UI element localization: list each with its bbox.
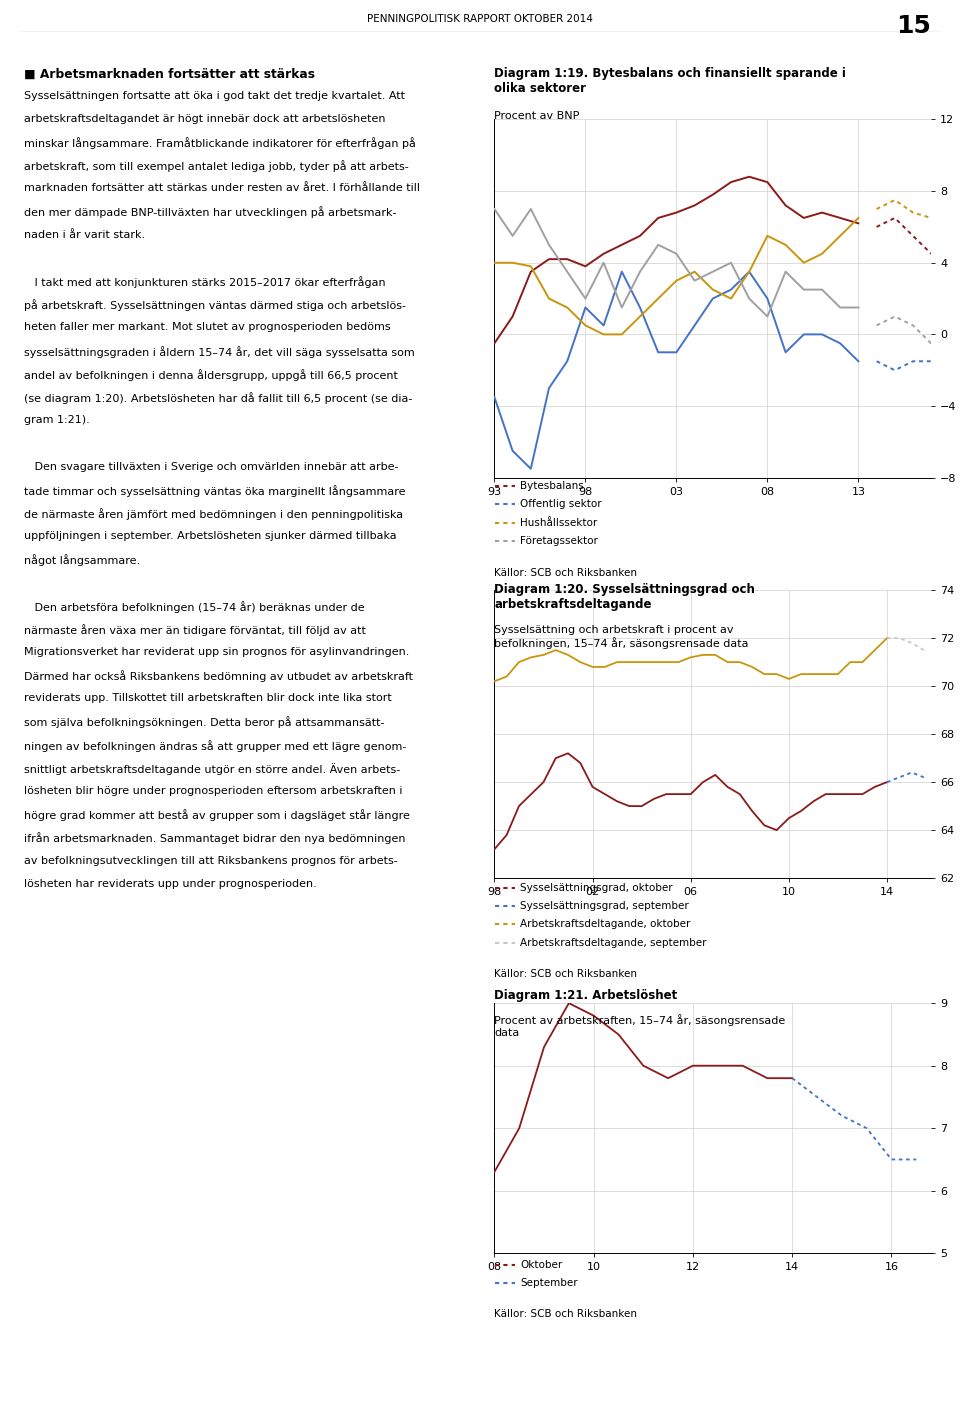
Text: Offentlig sektor: Offentlig sektor bbox=[520, 499, 602, 510]
Text: snittligt arbetskraftsdeltagande utgör en större andel. Även arbets-: snittligt arbetskraftsdeltagande utgör e… bbox=[24, 763, 400, 774]
Text: den mer dämpade BNP-tillväxten har utvecklingen på arbetsmark-: den mer dämpade BNP-tillväxten har utvec… bbox=[24, 207, 396, 218]
Text: Oktober: Oktober bbox=[520, 1259, 563, 1270]
Text: uppföljningen i september. Arbetslösheten sjunker därmed tillbaka: uppföljningen i september. Arbetslöshete… bbox=[24, 531, 396, 541]
Text: Hushållssektor: Hushållssektor bbox=[520, 517, 597, 528]
Text: som själva befolkningsökningen. Detta beror på attsammansätt-: som själva befolkningsökningen. Detta be… bbox=[24, 717, 385, 728]
Text: sysselsättningsgraden i åldern 15–74 år, det vill säga sysselsatta som: sysselsättningsgraden i åldern 15–74 år,… bbox=[24, 346, 415, 357]
Text: något långsammare.: något långsammare. bbox=[24, 555, 140, 566]
Text: högre grad kommer att bestå av grupper som i dagsläget står längre: högre grad kommer att bestå av grupper s… bbox=[24, 809, 410, 821]
Text: arbetskraftsdeltagandet är högt innebär dock att arbetslösheten: arbetskraftsdeltagandet är högt innebär … bbox=[24, 114, 386, 124]
Text: Procent av arbetskraften, 15–74 år, säsongsrensade
data: Procent av arbetskraften, 15–74 år, säso… bbox=[494, 1014, 785, 1038]
Text: lösheten har reviderats upp under prognosperioden.: lösheten har reviderats upp under progno… bbox=[24, 880, 317, 889]
Text: Källor: SCB och Riksbanken: Källor: SCB och Riksbanken bbox=[494, 969, 637, 979]
Text: närmaste åren växa mer än tidigare förväntat, till följd av att: närmaste åren växa mer än tidigare förvä… bbox=[24, 624, 366, 635]
Text: Diagram 1:19. Bytesbalans och finansiellt sparande i
olika sektorer: Diagram 1:19. Bytesbalans och finansiell… bbox=[494, 67, 847, 96]
Text: de närmaste åren jämfört med bedömningen i den penningpolitiska: de närmaste åren jämfört med bedömningen… bbox=[24, 507, 403, 520]
Text: Sysselsättning och arbetskraft i procent av
befolkningen, 15–74 år, säsongsrensa: Sysselsättning och arbetskraft i procent… bbox=[494, 625, 749, 649]
Text: på arbetskraft. Sysselsättningen väntas därmed stiga och arbetslös-: på arbetskraft. Sysselsättningen väntas … bbox=[24, 299, 406, 311]
Text: Den arbetsföra befolkningen (15–74 år) beräknas under de: Den arbetsföra befolkningen (15–74 år) b… bbox=[24, 600, 365, 613]
Text: Källor: SCB och Riksbanken: Källor: SCB och Riksbanken bbox=[494, 1309, 637, 1319]
Text: ningen av befolkningen ändras så att grupper med ett lägre genom-: ningen av befolkningen ändras så att gru… bbox=[24, 739, 406, 752]
Text: Diagram 1:20. Sysselsättningsgrad och
arbetskraftsdeltagande: Diagram 1:20. Sysselsättningsgrad och ar… bbox=[494, 583, 756, 611]
Text: Sysselsättningen fortsatte att öka i god takt det tredje kvartalet. Att: Sysselsättningen fortsatte att öka i god… bbox=[24, 90, 405, 101]
Text: arbetskraft, som till exempel antalet lediga jobb, tyder på att arbets-: arbetskraft, som till exempel antalet le… bbox=[24, 160, 409, 171]
Text: naden i år varit stark.: naden i år varit stark. bbox=[24, 230, 145, 240]
Text: Därmed har också Riksbankens bedömning av utbudet av arbetskraft: Därmed har också Riksbankens bedömning a… bbox=[24, 670, 413, 681]
Text: September: September bbox=[520, 1277, 578, 1288]
Text: heten faller mer markant. Mot slutet av prognosperioden bedöms: heten faller mer markant. Mot slutet av … bbox=[24, 322, 391, 333]
Text: gram 1:21).: gram 1:21). bbox=[24, 416, 89, 426]
Text: 15: 15 bbox=[897, 14, 931, 38]
Text: Procent av BNP: Procent av BNP bbox=[494, 111, 580, 121]
Text: tade timmar och sysselsättning väntas öka marginellt långsammare: tade timmar och sysselsättning väntas ök… bbox=[24, 485, 405, 496]
Text: PENNINGPOLITISK RAPPORT OKTOBER 2014: PENNINGPOLITISK RAPPORT OKTOBER 2014 bbox=[367, 14, 593, 24]
Text: Arbetskraftsdeltagande, september: Arbetskraftsdeltagande, september bbox=[520, 937, 707, 948]
Text: (se diagram 1:20). Arbetslösheten har då fallit till 6,5 procent (se dia-: (se diagram 1:20). Arbetslösheten har då… bbox=[24, 392, 413, 403]
Text: Diagram 1:21. Arbetslöshet: Diagram 1:21. Arbetslöshet bbox=[494, 989, 678, 1002]
Text: Företagssektor: Företagssektor bbox=[520, 535, 598, 547]
Text: marknaden fortsätter att stärkas under resten av året. I förhållande till: marknaden fortsätter att stärkas under r… bbox=[24, 184, 420, 194]
Text: Den svagare tillväxten i Sverige och omvärlden innebär att arbe-: Den svagare tillväxten i Sverige och omv… bbox=[24, 461, 398, 472]
Text: Migrationsverket har reviderat upp sin prognos för asylinvandringen.: Migrationsverket har reviderat upp sin p… bbox=[24, 648, 409, 658]
Text: av befolkningsutvecklingen till att Riksbankens prognos för arbets-: av befolkningsutvecklingen till att Riks… bbox=[24, 856, 397, 865]
Text: Bytesbalans: Bytesbalans bbox=[520, 481, 584, 492]
Text: ■ Arbetsmarknaden fortsätter att stärkas: ■ Arbetsmarknaden fortsätter att stärkas bbox=[24, 67, 315, 80]
Text: andel av befolkningen i denna åldersgrupp, uppgå till 66,5 procent: andel av befolkningen i denna åldersgrup… bbox=[24, 368, 397, 381]
Text: Sysselsättningsgrad, oktober: Sysselsättningsgrad, oktober bbox=[520, 882, 673, 894]
Text: minskar långsammare. Framåtblickande indikatorer för efterfrågan på: minskar långsammare. Framåtblickande ind… bbox=[24, 136, 416, 149]
Text: lösheten blir högre under prognosperioden eftersom arbetskraften i: lösheten blir högre under prognosperiode… bbox=[24, 787, 402, 797]
Text: reviderats upp. Tillskottet till arbetskraften blir dock inte lika stort: reviderats upp. Tillskottet till arbetsk… bbox=[24, 694, 392, 704]
Text: Arbetskraftsdeltagande, oktober: Arbetskraftsdeltagande, oktober bbox=[520, 919, 690, 930]
Text: ifrån arbetsmarknaden. Sammantaget bidrar den nya bedömningen: ifrån arbetsmarknaden. Sammantaget bidra… bbox=[24, 832, 405, 844]
Text: Sysselsättningsgrad, september: Sysselsättningsgrad, september bbox=[520, 901, 689, 912]
Text: Källor: SCB och Riksbanken: Källor: SCB och Riksbanken bbox=[494, 568, 637, 577]
Text: I takt med att konjunkturen stärks 2015–2017 ökar efterfrågan: I takt med att konjunkturen stärks 2015–… bbox=[24, 277, 386, 288]
